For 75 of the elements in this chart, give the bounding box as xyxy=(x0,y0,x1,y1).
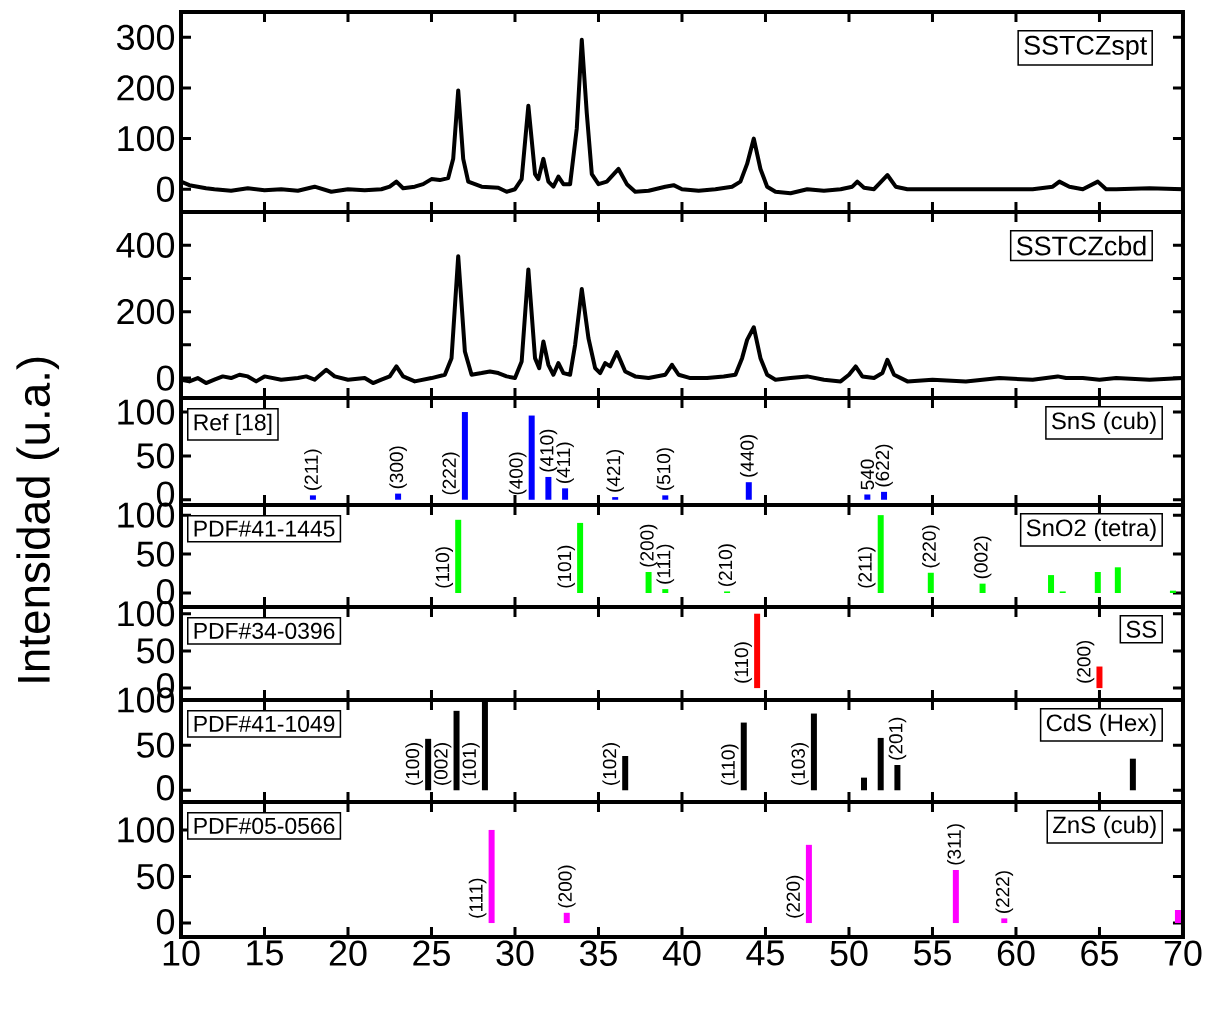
annotation: (201) xyxy=(888,717,907,760)
x-tick-label: 15 xyxy=(247,940,283,966)
x-tick-label: 50 xyxy=(830,940,868,966)
x-tick-label: 10 xyxy=(163,940,200,966)
y-axis-title: Intensidad (u.a.) xyxy=(16,357,60,682)
annotation: (110) xyxy=(734,642,752,683)
annotation: SnO2 (tetra) xyxy=(1026,518,1156,542)
annotation: (111) xyxy=(468,878,487,918)
y-tick-label: 50 xyxy=(137,863,175,890)
y-tick-label: 0 xyxy=(156,775,175,801)
annotation: (103) xyxy=(791,743,809,785)
annotation: (200) xyxy=(1076,640,1095,683)
annotation: PDF#41-1445 xyxy=(194,520,335,537)
annotation: PDF#34-0396 xyxy=(194,622,335,639)
annotation: (211) xyxy=(857,547,876,588)
y-tick-label: 300 xyxy=(117,24,175,51)
y-tick-label: 200 xyxy=(117,75,175,101)
x-tick-label: 30 xyxy=(496,940,534,966)
x-tick-label: 70 xyxy=(1164,940,1202,966)
annotation: (622) xyxy=(875,444,893,487)
annotation: (400) xyxy=(508,452,527,495)
x-tick-label: 25 xyxy=(413,940,450,966)
annotation: (220) xyxy=(921,525,940,568)
annotation: ZnS (cub) xyxy=(1053,815,1156,839)
annotation: 540 xyxy=(860,459,875,490)
annotation: (222) xyxy=(442,452,460,495)
annotation: (200) xyxy=(639,524,658,567)
x-tick-label: 65 xyxy=(1081,940,1118,966)
y-tick-label: 200 xyxy=(117,298,175,325)
legend-label: SSTCZcbd xyxy=(1016,235,1146,256)
annotation: (002) xyxy=(433,743,452,785)
annotation: (111) xyxy=(656,544,675,584)
annotation: (101) xyxy=(557,545,575,588)
annotation: SnS (cub) xyxy=(1051,411,1156,435)
annotation: (002) xyxy=(973,536,992,579)
y-tick-label: 100 xyxy=(118,817,175,843)
x-tick-label: 45 xyxy=(746,940,784,966)
annotation: (210) xyxy=(718,544,736,587)
annotation: (110) xyxy=(435,547,454,588)
annotation: (311) xyxy=(947,824,965,865)
annotation: (421) xyxy=(606,449,624,492)
annotation: PDF#41-1049 xyxy=(194,715,335,732)
annotation: (211) xyxy=(304,449,322,490)
x-tick-label: 55 xyxy=(913,940,951,966)
annotation: (410) xyxy=(539,429,558,472)
y-tick-label: 50 xyxy=(137,732,175,758)
x-tick-label: 40 xyxy=(662,940,701,966)
y-tick-label: 0 xyxy=(156,909,175,935)
legend-label: SSTCZspt xyxy=(1024,35,1148,61)
annotation: SS xyxy=(1126,620,1157,638)
y-tick-label: 50 xyxy=(137,541,175,567)
y-tick-label: 50 xyxy=(137,638,175,664)
y-tick-label: 0 xyxy=(156,365,175,391)
annotation: (110) xyxy=(720,744,739,785)
annotation: (220) xyxy=(786,875,804,918)
annotation: CdS (Hex) xyxy=(1046,713,1156,737)
annotation: (440) xyxy=(739,435,758,477)
x-tick-label: 35 xyxy=(579,940,617,966)
annotation: Ref [18] xyxy=(194,413,272,436)
y-tick-label: 100 xyxy=(118,125,175,152)
annotation: (101) xyxy=(462,743,480,785)
annotation: (100) xyxy=(405,743,423,785)
y-tick-label: 100 xyxy=(118,399,175,425)
y-tick-label: 0 xyxy=(156,176,175,202)
x-tick-label: 20 xyxy=(329,940,367,966)
annotation: (510) xyxy=(656,448,675,490)
annotation: (102) xyxy=(602,743,621,785)
y-tick-label: 400 xyxy=(116,232,175,258)
annotation: (222) xyxy=(995,871,1014,914)
annotation: PDF#05-0566 xyxy=(194,817,335,834)
x-tick-label: 60 xyxy=(997,940,1035,966)
annotation: (300) xyxy=(389,446,407,489)
y-tick-label: 50 xyxy=(137,443,175,469)
annotation: (200) xyxy=(557,865,576,908)
annotation: (411) xyxy=(556,442,574,483)
